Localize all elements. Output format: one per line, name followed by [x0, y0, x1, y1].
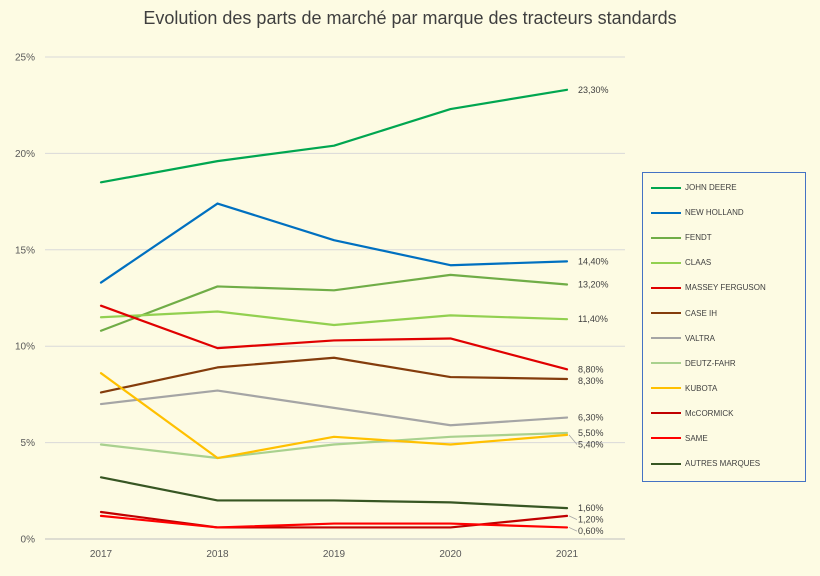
data-label: 8,30%: [578, 376, 604, 386]
series-line-autres-marques: [99, 476, 569, 510]
legend-swatch: [651, 236, 681, 239]
data-label: 1,60%: [578, 503, 604, 513]
legend: JOHN DEERE NEW HOLLAND FENDT CLAAS MASSEY FE…: [642, 172, 806, 482]
chart-title: Evolution des parts de marché par marque…: [143, 8, 677, 28]
series-line-john-deere: [99, 88, 569, 184]
legend-item: MASSEY FERGUSON: [643, 275, 805, 300]
legend-item: FENDT: [643, 225, 805, 250]
legend-item: NEW HOLLAND: [643, 200, 805, 225]
series-line-kubota: [99, 372, 569, 460]
legend-swatch: [651, 211, 681, 214]
legend-label: AUTRES MARQUES: [685, 459, 761, 469]
legend-swatch: [651, 362, 681, 365]
data-label: 23,30%: [578, 85, 609, 95]
y-tick-label: 5%: [21, 438, 36, 449]
series-line-massey-ferguson: [99, 304, 569, 371]
legend-swatch: [651, 312, 681, 315]
legend-label: DEUTZ-FAHR: [685, 358, 736, 368]
data-label: 5,40%: [578, 439, 604, 449]
legend-item: SAME: [643, 426, 805, 451]
data-label: 11,40%: [578, 314, 608, 324]
series-line-new-holland: [99, 202, 569, 284]
leader-line: [568, 515, 578, 521]
legend-label: CASE IH: [685, 308, 718, 318]
x-tick-label: 2018: [206, 549, 229, 560]
legend-label: CLAAS: [685, 258, 712, 268]
legend-item: McCORMICK: [643, 401, 805, 426]
legend-label: JOHN DEERE: [685, 183, 737, 193]
y-tick-label: 0%: [21, 535, 36, 546]
data-label: 8,80%: [578, 364, 604, 374]
legend-swatch: [651, 437, 681, 440]
legend-swatch: [651, 261, 681, 264]
x-axis-ticks: 2017 2018 2019 2020 2021: [90, 549, 579, 560]
legend-item: AUTRES MARQUES: [643, 451, 805, 476]
series-lines: [99, 88, 569, 529]
y-axis-ticks: 0% 5% 10% 15% 20% 25%: [15, 53, 35, 546]
legend-item: VALTRA: [643, 326, 805, 351]
legend-label: McCORMICK: [685, 408, 734, 418]
data-label: 6,30%: [578, 413, 604, 423]
data-label: 5,50%: [578, 428, 604, 438]
legend-label: SAME: [685, 433, 708, 443]
series-line-case-ih: [99, 356, 569, 394]
legend-swatch: [651, 412, 681, 415]
data-labels: 23,30% 14,40% 13,20% 11,40% 8,80% 8,30% 6,30% 5…: [568, 85, 609, 536]
legend-label: NEW HOLLAND: [685, 208, 744, 218]
legend-swatch: [651, 186, 681, 189]
data-label: 13,20%: [578, 280, 609, 290]
y-tick-label: 25%: [15, 53, 35, 64]
leader-line: [568, 434, 578, 445]
legend-item: KUBOTA: [643, 376, 805, 401]
series-line-fendt: [99, 273, 569, 332]
legend-label: FENDT: [685, 233, 712, 243]
y-tick-label: 10%: [15, 342, 35, 353]
x-tick-label: 2017: [90, 549, 113, 560]
legend-item: CASE IH: [643, 300, 805, 325]
x-tick-label: 2019: [323, 549, 346, 560]
leader-line: [568, 527, 578, 532]
x-tick-label: 2020: [439, 549, 462, 560]
legend-item: DEUTZ-FAHR: [643, 351, 805, 376]
legend-label: KUBOTA: [685, 383, 718, 393]
y-tick-label: 15%: [15, 245, 35, 256]
legend-label: MASSEY FERGUSON: [685, 283, 766, 293]
legend-swatch: [651, 462, 681, 465]
series-line-same: [99, 514, 569, 529]
gridlines: [45, 56, 625, 540]
legend-swatch: [651, 286, 681, 289]
data-label: 1,20%: [578, 515, 604, 525]
legend-swatch: [651, 337, 681, 340]
legend-swatch: [651, 387, 681, 390]
series-line-deutz-fahr: [99, 431, 569, 460]
data-label: 14,40%: [578, 256, 609, 266]
y-tick-label: 20%: [15, 149, 35, 160]
x-tick-label: 2021: [556, 549, 579, 560]
legend-item: CLAAS: [643, 250, 805, 275]
data-label: 0,60%: [578, 526, 604, 536]
series-line-valtra: [99, 389, 569, 427]
legend-item: JOHN DEERE: [643, 175, 805, 200]
series-line-mccormick: [99, 510, 569, 529]
legend-label: VALTRA: [685, 333, 715, 343]
series-line-claas: [99, 310, 569, 327]
